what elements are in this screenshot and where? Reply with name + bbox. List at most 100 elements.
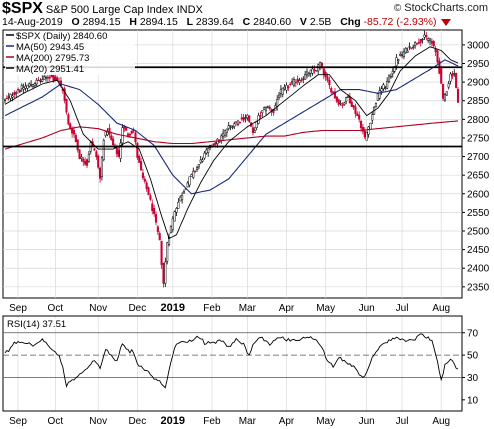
low-label: L — [186, 16, 193, 28]
candle-body — [67, 114, 70, 125]
x-tick-label: Nov — [89, 303, 107, 314]
candle-body — [378, 90, 381, 99]
rsi-x-tick-label: Jun — [359, 416, 375, 427]
legend-entry: MA(50) 2943.45 — [16, 42, 84, 53]
price-tick-label: 2450 — [467, 245, 490, 256]
price-tick-label: 2750 — [467, 133, 490, 144]
candle-body — [305, 71, 309, 76]
candle-body — [315, 70, 318, 72]
candle-body — [156, 226, 159, 233]
close-label: C — [242, 16, 251, 28]
x-tick-label: Feb — [203, 303, 221, 314]
candle-body — [186, 182, 189, 188]
change-value: -85.72 (-2.93%) — [363, 16, 437, 28]
candle-body — [20, 85, 23, 89]
candle-body — [110, 135, 113, 140]
rsi-x-tick-label: Jul — [396, 416, 409, 427]
candle-body — [72, 129, 76, 135]
candle-body — [276, 99, 279, 107]
candle-body — [279, 89, 282, 94]
candle-body — [322, 68, 325, 76]
candle-body — [294, 81, 297, 84]
candle-body — [44, 76, 48, 79]
rsi-line — [4, 333, 459, 389]
candle-body — [78, 149, 81, 159]
candle-body — [227, 125, 230, 129]
candle-body — [402, 51, 405, 57]
candle-body — [330, 88, 333, 93]
candle-body — [190, 174, 193, 177]
price-tick-label: 2500 — [467, 227, 490, 238]
candle-body — [138, 156, 141, 163]
candle-body — [404, 47, 407, 53]
candle-body — [451, 73, 454, 77]
rsi-x-tick-label: Dec — [128, 416, 146, 427]
price-tick-label: 2350 — [467, 282, 490, 293]
x-tick-label: Dec — [128, 303, 146, 314]
ma20-line — [4, 46, 459, 240]
candle-body — [360, 120, 363, 129]
candle-body — [7, 96, 10, 98]
candle-body — [313, 69, 316, 71]
candle-body — [11, 95, 14, 98]
rsi-x-tick-label: May — [316, 416, 335, 427]
candle-body — [95, 151, 98, 157]
candle-body — [268, 106, 271, 109]
candle-body — [173, 211, 176, 222]
candle-body — [296, 78, 299, 82]
candle-body — [443, 94, 447, 101]
rsi-x-tick-label: Nov — [89, 416, 107, 427]
candle-body — [188, 176, 191, 186]
candle-body — [363, 130, 366, 137]
candle-body — [65, 98, 68, 113]
candle-body — [348, 96, 351, 104]
candle-body — [240, 117, 243, 120]
candle-body — [130, 130, 133, 134]
candle-body — [15, 92, 18, 94]
candle-body — [261, 110, 264, 114]
price-tick-label: 3000 — [467, 40, 490, 51]
candle-body — [171, 218, 174, 230]
x-tick-label: Apr — [279, 303, 295, 314]
candle-body — [9, 94, 12, 99]
candle-body — [128, 134, 131, 136]
candle-body — [169, 226, 172, 234]
candle-body — [151, 203, 154, 211]
candle-body — [414, 42, 417, 46]
candle-body — [332, 91, 335, 94]
candle-body — [199, 159, 202, 163]
rsi-x-tick-label: Feb — [203, 416, 221, 427]
candle-body — [440, 68, 443, 84]
candle-body — [102, 140, 105, 160]
candle-body — [432, 41, 435, 47]
candle-body — [399, 54, 402, 56]
candle-body — [406, 50, 409, 53]
candle-body — [43, 76, 46, 80]
candle-body — [430, 40, 433, 44]
brand: © StockCharts.com — [394, 2, 488, 14]
x-tick-label: Jun — [359, 303, 375, 314]
candle-body — [203, 152, 206, 159]
candle-body — [341, 104, 344, 106]
candle-body — [93, 148, 96, 151]
candle-body — [231, 126, 234, 129]
candle-body — [141, 172, 145, 179]
legend-entry: MA(20) 2951.41 — [16, 64, 84, 75]
open-label: O — [71, 16, 80, 28]
candle-body — [417, 42, 420, 44]
candle-body — [328, 79, 331, 86]
candle-body — [428, 38, 432, 42]
quote-row: 14-Aug-2019 O 2894.15 H 2894.15 L 2839.6… — [2, 16, 451, 28]
candle-body — [18, 90, 21, 92]
candle-body — [164, 261, 167, 284]
candle-body — [5, 97, 8, 100]
candle-body — [436, 50, 439, 63]
candle-body — [115, 148, 118, 155]
candle-body — [145, 182, 148, 189]
candle-body — [140, 161, 143, 171]
x-tick-label: Aug — [432, 303, 450, 314]
candle-body — [365, 131, 368, 141]
candle-body — [401, 54, 404, 56]
candle-body — [63, 88, 66, 101]
legend-backdrop — [5, 31, 135, 42]
